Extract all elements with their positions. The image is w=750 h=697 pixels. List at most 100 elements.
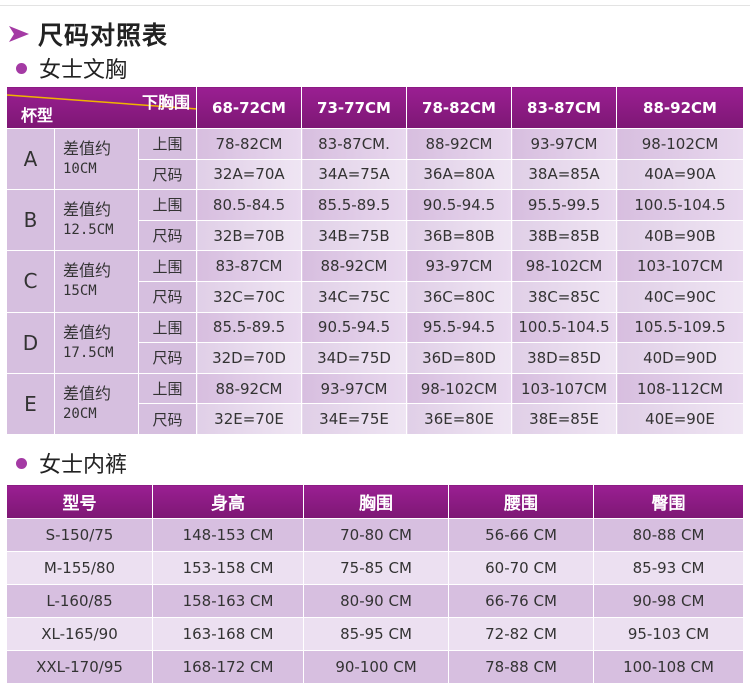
table-cell: 103-107CM <box>511 372 618 405</box>
row-type-label: 上围 <box>137 189 198 221</box>
column-header: 83-87CM <box>511 86 618 129</box>
table-cell: 40B=90B <box>616 219 745 252</box>
table-cell: 38E=85E <box>511 403 618 435</box>
table-row: E 差值约 20CM 上围 88-92CM 93-97CM 98-102CM 10… <box>6 372 745 435</box>
table-row: XXL-170/95 168-172 CM 90-100 CM 78-88 CM… <box>6 650 744 684</box>
table-row: 尺码 32A=70A 34A=75A 36A=80A 38A=85A 40A=9… <box>7 158 745 191</box>
table-cell: 83-87CM <box>196 250 303 282</box>
cup-label: C <box>6 250 55 313</box>
table-cell: 93-97CM <box>511 128 618 160</box>
section-heading-bra: 女士文胸 <box>16 53 127 83</box>
table-cell: 34B=75B <box>301 219 408 252</box>
table-cell: XL-165/90 <box>6 617 153 651</box>
table-cell: 93-97CM <box>406 250 513 282</box>
cup-label: B <box>6 189 55 252</box>
table-cell: 60-70 CM <box>448 551 594 585</box>
table-cell: M-155/80 <box>6 551 153 585</box>
table-cell: 80-90 CM <box>303 584 449 618</box>
table-cell: 88-92CM <box>406 128 513 160</box>
page-title: 尺码对照表 <box>38 21 169 50</box>
table-cell: 40D=90D <box>616 342 745 374</box>
table-cell: 32A=70A <box>196 158 303 191</box>
table-cell: 153-158 CM <box>152 551 304 585</box>
table-cell: 108-112CM <box>616 372 745 405</box>
table-cell: 36C=80C <box>406 280 513 313</box>
table-row: A 差值约 10CM 上围 78-82CM 83-87CM. 88-92CM 93… <box>6 127 745 191</box>
row-type-label: 尺码 <box>137 158 198 191</box>
table-cell: 38B=85B <box>511 219 618 252</box>
table-cell: 34C=75C <box>301 280 408 313</box>
table-cell: 148-153 CM <box>152 518 304 552</box>
table-cell: 36A=80A <box>406 158 513 191</box>
table-row: M-155/80 153-158 CM 75-85 CM 60-70 CM 85… <box>6 551 744 585</box>
table-cell: 66-76 CM <box>448 584 594 618</box>
column-header: 腰围 <box>448 484 594 519</box>
column-header: 73-77CM <box>301 86 408 129</box>
table-row: 尺码 32C=70C 34C=75C 36C=80C 38C=85C 40C=9… <box>7 280 745 313</box>
table-cell: 80.5-84.5 <box>196 189 303 221</box>
table-cell: 95.5-94.5 <box>406 311 513 344</box>
row-type-label: 上围 <box>137 250 198 282</box>
cup-difference-value: 20CM <box>63 405 97 422</box>
column-header: 68-72CM <box>196 86 303 129</box>
table-cell: 88-92CM <box>301 250 408 282</box>
cup-difference-label: 差值约 <box>63 200 112 220</box>
table-cell: 103-107CM <box>616 250 745 282</box>
table-cell: 85.5-89.5 <box>301 189 408 221</box>
page-header: 尺码对照表 <box>8 18 168 50</box>
column-header: 78-82CM <box>406 86 513 129</box>
table-cell: 100-108 CM <box>593 650 744 684</box>
table-cell: 32B=70B <box>196 219 303 252</box>
table-cell: 75-85 CM <box>303 551 449 585</box>
table-cell: 90.5-94.5 <box>406 189 513 221</box>
table-cell: 98-102CM <box>406 372 513 405</box>
table-row: D 差值约 17.5CM 上围 85.5-89.5 90.5-94.5 95.5-… <box>6 311 745 374</box>
table-cell: 100.5-104.5 <box>616 189 745 221</box>
table-cell: 38C=85C <box>511 280 618 313</box>
row-type-label: 尺码 <box>137 219 198 252</box>
cup-difference: 差值约 20CM <box>54 372 139 435</box>
bra-size-table: 下胸围 杯型 68-72CM 73-77CM 78-82CM 83-87CM 8… <box>5 86 745 435</box>
row-type-label: 尺码 <box>137 403 198 435</box>
section-title-bra: 女士文胸 <box>39 58 128 83</box>
table-cell: L-160/85 <box>6 584 153 618</box>
row-type-label: 上围 <box>137 372 198 405</box>
cup-difference-label: 差值约 <box>63 322 112 342</box>
cup-label: D <box>6 311 55 374</box>
table-cell: 105.5-109.5 <box>616 311 745 344</box>
table-cell: 83-87CM. <box>301 128 408 160</box>
section-title-underwear: 女士内裤 <box>39 453 128 478</box>
table-cell: 72-82 CM <box>448 617 594 651</box>
table-cell: 34D=75D <box>301 342 408 374</box>
cup-difference-value: 15CM <box>63 283 97 300</box>
table-cell: 32E=70E <box>196 403 303 435</box>
cup-difference-label: 差值约 <box>63 139 112 159</box>
table-cell: 95-103 CM <box>593 617 744 651</box>
cup-difference: 差值约 15CM <box>54 250 139 313</box>
table-cell: 158-163 CM <box>152 584 304 618</box>
row-type-label: 上围 <box>137 128 198 160</box>
table-cell: 85.5-89.5 <box>196 311 303 344</box>
cup-difference-value: 12.5CM <box>63 222 114 239</box>
table-cell: 70-80 CM <box>303 518 449 552</box>
table-cell: 32C=70C <box>196 280 303 313</box>
underwear-size-table: 型号 身高 胸围 腰围 臀围 S-150/75 148-153 CM 70-80… <box>6 484 744 684</box>
cup-difference-value: 17.5CM <box>63 344 114 361</box>
column-header: 臀围 <box>593 484 744 519</box>
table-cell: 88-92CM <box>196 372 303 405</box>
cup-label: E <box>6 372 55 435</box>
table-row: 尺码 32E=70E 34E=75E 36E=80E 38E=85E 40E=9… <box>7 403 745 435</box>
table-cell: 95.5-99.5 <box>511 189 618 221</box>
column-header: 88-92CM <box>616 86 745 129</box>
column-header: 胸围 <box>303 484 449 519</box>
table-cell: 32D=70D <box>196 342 303 374</box>
cup-difference: 差值约 12.5CM <box>54 189 139 252</box>
table-row: S-150/75 148-153 CM 70-80 CM 56-66 CM 80… <box>6 518 744 552</box>
table-cell: 56-66 CM <box>448 518 594 552</box>
table-cell: 40C=90C <box>616 280 745 313</box>
top-divider <box>0 5 750 6</box>
corner-diagonal <box>7 94 196 110</box>
table-row: 尺码 32B=70B 34B=75B 36B=80B 38B=85B 40B=9… <box>7 219 745 252</box>
table-cell: 78-82CM <box>196 128 303 160</box>
underwear-header-row: 型号 身高 胸围 腰围 臀围 <box>6 484 744 519</box>
